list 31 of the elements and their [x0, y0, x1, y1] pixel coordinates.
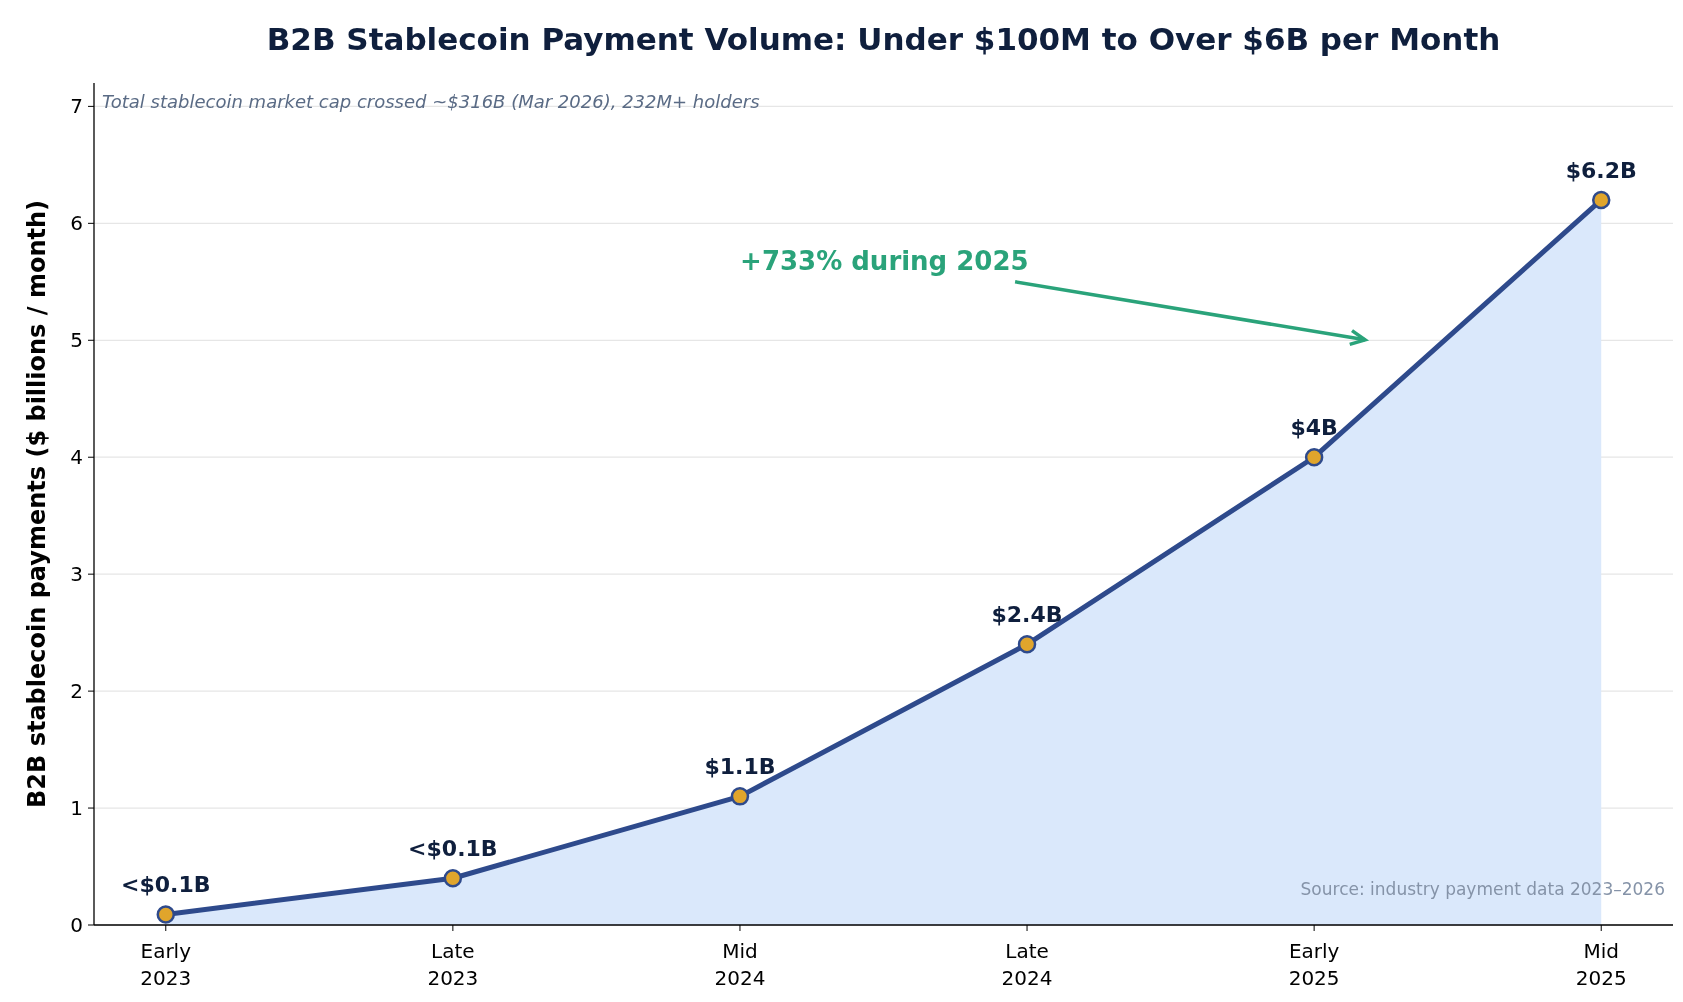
x-tick-label: Mid 2025	[1575, 939, 1627, 990]
annotation: +733% during 2025	[740, 245, 1029, 276]
y-tick-label: 3	[70, 562, 83, 587]
point	[443, 868, 463, 888]
x-tick-label: Late 2023	[427, 939, 479, 990]
point	[1591, 190, 1611, 210]
point	[1017, 635, 1037, 654]
data-label: $6.2B	[1565, 157, 1637, 183]
x-tick-label: Early 2025	[1288, 939, 1340, 990]
data-label: <$0.1B	[121, 872, 211, 898]
text: Total stablecoin market cap crossed ~$316B (Mar 2026), 232M+ holders	[102, 91, 760, 112]
x-tick-label: Late 2024	[1001, 939, 1053, 990]
y-axis-title: B2B stablecoin payments ($ billions / month)	[23, 200, 51, 808]
y-tick-label: 2	[70, 679, 83, 704]
y-tick-label: 1	[70, 796, 83, 821]
y-tick-label: 4	[70, 445, 83, 470]
point	[730, 787, 750, 806]
y-tick-label: 0	[70, 913, 83, 937]
y-tick-label: 7	[70, 94, 83, 119]
x-tick-label: Mid 2024	[714, 939, 766, 990]
y-tick-label: 6	[70, 211, 83, 236]
point	[156, 905, 176, 924]
data-label: $2.4B	[991, 602, 1063, 628]
data-label: $1.1B	[704, 754, 776, 780]
annotation: Source: industry payment data 2023–2026	[1300, 879, 1665, 899]
data-label: $4B	[1290, 415, 1338, 441]
data-label: <$0.1B	[408, 836, 498, 862]
x-tick-label: Early 2023	[140, 939, 192, 990]
y-tick-label: 5	[70, 328, 83, 353]
chart-title: B2B Stablecoin Payment Volume: Under $100M to Over $6B per Month	[266, 21, 1501, 57]
point	[1304, 447, 1324, 467]
